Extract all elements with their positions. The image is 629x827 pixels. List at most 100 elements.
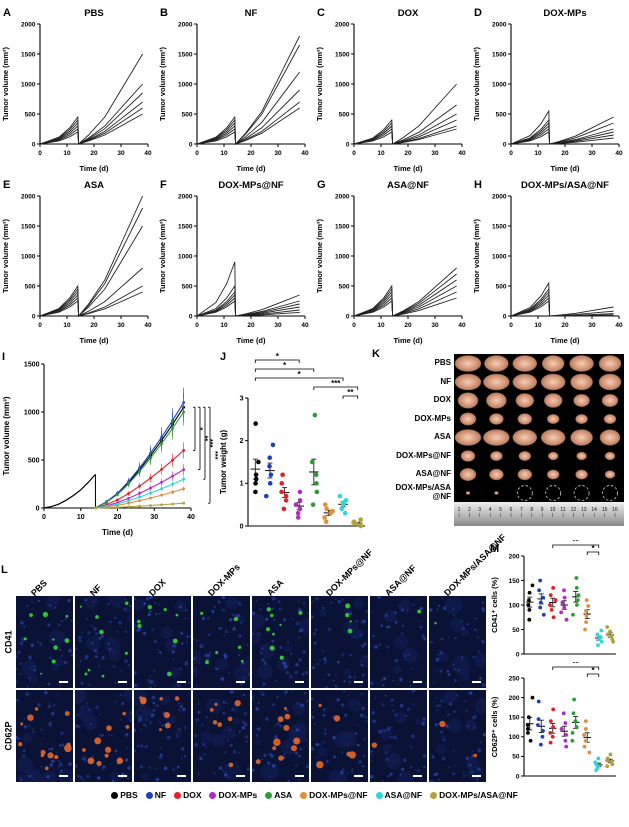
svg-text:20: 20 [404,150,412,157]
svg-text:500: 500 [339,111,350,118]
if-image-CD62P-DOX [134,690,191,782]
svg-text:M: M [490,543,499,555]
svg-text:1000: 1000 [335,253,350,260]
svg-text:10: 10 [220,150,228,157]
svg-text:Tumor volume (mm³): Tumor volume (mm³) [472,218,481,293]
bottom-row: L PBS NF DOX DOX-MPs ASA DOX-MPs@NF ASA@NF DOX-M… [0,532,629,784]
svg-text:DOX: DOX [398,8,419,19]
panel-I: I 0 500 1000 1500 0 10 20 30 40 Time (d) Tumor volu… [0,348,218,538]
svg-text:30: 30 [150,514,158,521]
legend-item-DOX: DOX [174,790,201,800]
panel-G: G ASA@NF 0 500 1000 1500 2000 0 10 20 30 40 Time (d)… [315,179,466,345]
svg-text:10: 10 [377,322,385,329]
legend-dot-icon [209,791,217,799]
svg-text:CD41⁺ cells (%): CD41⁺ cells (%) [490,577,499,633]
legend-item-ASA: ASA [265,790,292,800]
svg-text:1500: 1500 [178,223,193,230]
legend-label: ASA [274,790,293,800]
svg-text:1000: 1000 [178,81,193,88]
svg-text:1000: 1000 [492,81,507,88]
legend-item-DOX-MPs@NF: DOX-MPs@NF [300,790,368,800]
svg-text:10: 10 [63,322,71,329]
panel-B: B NF 0 500 1000 1500 2000 0 10 20 30 40 Time (d) Tumo… [158,7,309,173]
svg-text:1500: 1500 [335,51,350,58]
if-image-CD62P-DOX-MPs [193,690,250,782]
panel-M-cd41-chart: M 0 50 100 150 200 CD41⁺ cells (%) ** * [488,540,626,662]
figure-legend: PBS NF DOX DOX-MPs ASA DOX-MPs@NF ASA@NF DOX-MP… [0,790,629,800]
svg-text:500: 500 [28,457,40,464]
panel-K-row-label: ASA [434,432,451,442]
svg-text:2000: 2000 [178,21,193,28]
panel-K-row-label: NF [440,376,451,386]
svg-text:20: 20 [114,514,122,521]
panel-K: K PBS NF DOX DOX-MPs ASA DOX-MPs@NF ASA@NF DOX-M… [370,348,629,538]
panel-K-photo: 1 2 3 4 5 6 7 8 9 10 11 12 13 14 15 16 [454,354,624,526]
svg-text:Tumor volume (mm³): Tumor volume (mm³) [315,46,324,121]
panel-K-row-label: ASA@NF [415,469,451,479]
svg-text:10: 10 [77,514,85,521]
svg-text:20: 20 [561,150,569,157]
svg-text:9: 9 [541,507,544,513]
svg-text:G: G [317,179,326,191]
svg-text:2000: 2000 [178,193,193,200]
if-image-CD62P-NF [75,690,132,782]
panel-K-row-label: DOX [433,395,451,405]
svg-text:15: 15 [602,507,608,513]
svg-text:0: 0 [352,322,356,329]
svg-text:2000: 2000 [21,193,36,200]
svg-text:DOX-MPs/ASA@NF: DOX-MPs/ASA@NF [521,180,609,191]
svg-text:0: 0 [38,322,42,329]
svg-text:50: 50 [512,627,520,634]
svg-text:1000: 1000 [178,253,193,260]
svg-text:2000: 2000 [492,21,507,28]
legend-dot-icon [265,791,273,799]
spider-row-2: E ASA 0 500 1000 1500 2000 0 10 20 30 40 Time (d) Tum… [0,176,629,346]
svg-text:Time (d): Time (d) [79,336,109,345]
svg-text:40: 40 [458,150,466,157]
svg-text:0: 0 [503,313,507,320]
svg-text:1500: 1500 [492,51,507,58]
svg-text:Time (d): Time (d) [393,164,423,173]
svg-text:**: ** [201,435,210,441]
svg-text:1000: 1000 [21,253,36,260]
svg-text:CD62P⁺ cells (%): CD62P⁺ cells (%) [490,696,499,757]
svg-text:Tumor volume (mm³): Tumor volume (mm³) [158,46,167,121]
panel-C: C DOX 0 500 1000 1500 2000 0 10 20 30 40 Time (d) Tum… [315,7,466,173]
panel-L: L PBS NF DOX DOX-MPs ASA DOX-MPs@NF ASA@NF DOX-M… [0,532,508,784]
svg-text:H: H [474,179,482,191]
panel-L-col-header: PBS [28,577,50,598]
panel-L-col-header: DOX-MPs@NF [323,547,375,598]
svg-text:1500: 1500 [24,361,40,368]
svg-text:***: *** [211,451,218,460]
svg-text:6: 6 [510,507,513,513]
svg-text:14: 14 [591,507,597,513]
legend-label: ASA@NF [384,790,423,800]
svg-text:3: 3 [478,507,481,513]
panel-L-col-header: DOX [146,577,168,598]
svg-text:2000: 2000 [492,193,507,200]
svg-text:50: 50 [512,754,520,761]
svg-text:500: 500 [496,111,507,118]
svg-text:0: 0 [32,313,36,320]
svg-text:30: 30 [274,150,282,157]
svg-text:1: 1 [458,507,461,513]
svg-text:*: * [276,352,280,361]
svg-text:30: 30 [431,322,439,329]
if-image-CD62P-DOX-MPs/ASA@NF [429,690,486,782]
svg-text:7: 7 [520,507,523,513]
svg-text:40: 40 [187,514,195,521]
svg-text:Tumor weight (g): Tumor weight (g) [219,430,228,495]
svg-text:40: 40 [615,150,623,157]
svg-text:10: 10 [220,322,228,329]
svg-text:20: 20 [561,322,569,329]
svg-text:1500: 1500 [21,223,36,230]
svg-text:1000: 1000 [24,409,40,416]
svg-text:1500: 1500 [335,223,350,230]
svg-text:D: D [474,7,482,19]
scientific-figure: A PBS 0 500 1000 1500 2000 0 10 20 30 40 Time (d) Tum… [0,4,629,800]
svg-text:E: E [3,179,10,191]
svg-text:2: 2 [240,438,244,445]
legend-dot-icon [430,791,438,799]
svg-text:1000: 1000 [492,253,507,260]
